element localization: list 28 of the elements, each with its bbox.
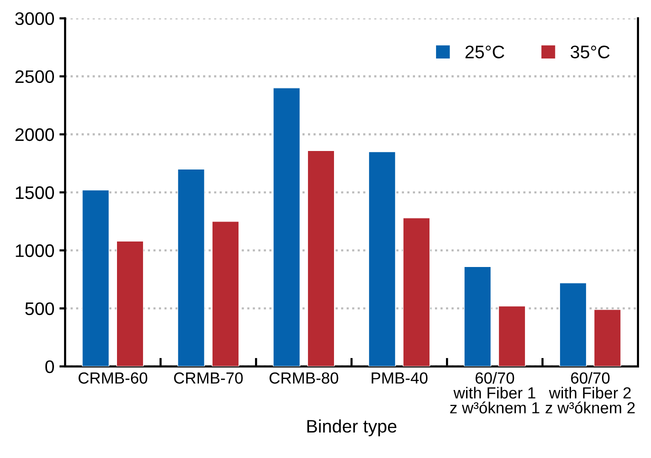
x-tick-label: PMB-40	[372, 372, 428, 384]
y-tick-label: 0	[45, 360, 54, 374]
x-tick-label: CRMB-60	[78, 372, 148, 384]
bar	[498, 306, 526, 366]
y-tick-label: 500	[25, 302, 54, 316]
legend-label: 25°C	[466, 46, 504, 58]
bar	[116, 240, 144, 366]
bar	[272, 88, 300, 366]
x-axis-title: Binder type	[307, 419, 396, 436]
x-tick-label: 60/70 with Fiber 1 z w³óknem 1	[450, 372, 540, 414]
x-tick-label: 60/70 with Fiber 2 z w³óknem 2	[546, 372, 635, 414]
y-tick-label: 3000	[15, 12, 54, 26]
bar	[307, 150, 335, 366]
bar	[594, 309, 622, 366]
y-tick-label: 2000	[15, 128, 54, 142]
bar	[177, 168, 205, 366]
bar	[402, 218, 430, 366]
bar	[212, 221, 240, 366]
bar	[368, 151, 396, 366]
y-tick-label: 1000	[16, 244, 54, 258]
y-tick-label: 1500	[16, 186, 54, 200]
x-tick-label: CRMB-80	[270, 372, 338, 384]
bar	[82, 190, 110, 366]
bar	[559, 282, 587, 366]
y-tick-label: 2500	[15, 70, 54, 84]
bar	[464, 266, 492, 366]
x-tick-label: CRMB-70	[174, 372, 243, 384]
legend-label: 35°C	[570, 46, 610, 58]
